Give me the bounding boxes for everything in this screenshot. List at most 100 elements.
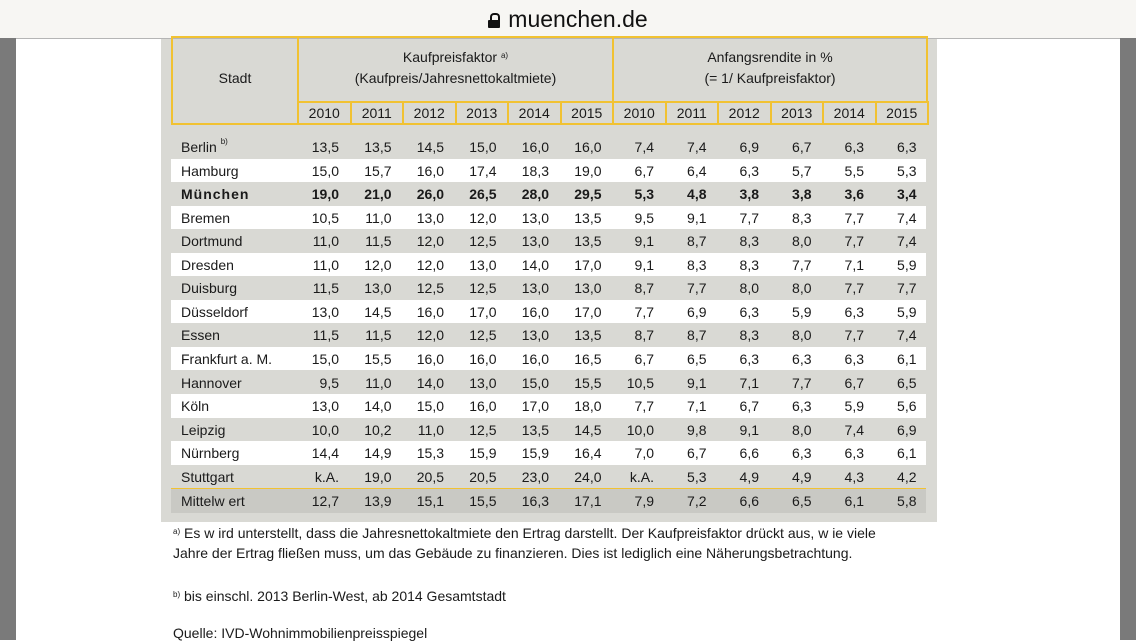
kaufpreisfaktor-value: 19,0: [574, 162, 602, 179]
kaufpreisfaktor-value: 28,0: [521, 186, 549, 203]
kaufpreisfaktor-value: 14,5: [364, 303, 392, 320]
kaufpreisfaktor-value: 15,0: [521, 374, 549, 391]
anfangsrendite-value: 7,7: [844, 233, 864, 250]
kaufpreisfaktor-value: 15,3: [416, 445, 444, 462]
city-label: Essen: [181, 327, 220, 344]
table-row: Nürnberg 14,4 14,9 15,3 15,9 15,9 16,4 7,0 6,7 6,…: [171, 441, 926, 465]
kaufpreisfaktor-value: 15,0: [416, 398, 444, 415]
table-row: Hamburg 15,0 15,7 16,0 17,4 18,3 19,0 6,7 6,4 6,3…: [171, 158, 926, 183]
city-label: Dresden: [181, 256, 234, 273]
anfangsrendite-value: 8,0: [792, 327, 812, 344]
table-row: Düsseldorf 13,0 14,5 16,0 17,0 16,0 17,0 7,7 6,9…: [171, 299, 926, 324]
kaufpreisfaktor-value: 10,2: [364, 421, 392, 438]
anfangsrendite-value: 8,0: [739, 280, 759, 297]
anfangsrendite-value: 7,9: [634, 493, 654, 510]
kaufpreisfaktor-value: 16,4: [574, 445, 602, 462]
city-name: Duisburg: [181, 280, 237, 296]
anfangsrendite-value: 4,8: [687, 186, 707, 203]
kaufpreisfaktor-value: 15,7: [364, 162, 392, 179]
anfangsrendite-value: 5,9: [897, 303, 917, 320]
anfangsrendite-value: 6,3: [739, 303, 759, 320]
anfangsrendite-value: 10,0: [626, 421, 654, 438]
city-label: Dortmund: [181, 233, 243, 250]
kaufpreisfaktor-value: 17,0: [574, 256, 602, 273]
kaufpreisfaktor-value: 14,0: [416, 374, 444, 391]
kaufpreisfaktor-value: 13,0: [469, 374, 497, 391]
kaufpreisfaktor-value: 20,5: [469, 468, 497, 485]
anfangsrendite-value: 4,9: [739, 468, 759, 485]
anfangsrendite-value: 6,7: [844, 374, 864, 391]
city-name: Bremen: [181, 210, 230, 226]
anfangsrendite-value: 7,0: [634, 445, 654, 462]
lock-icon: [488, 13, 501, 28]
group1-title: Kaufpreisfaktor: [402, 49, 498, 65]
anfangsrendite-value: 4,3: [844, 468, 864, 485]
kaufpreisfaktor-value: 11,0: [365, 209, 392, 226]
kaufpreisfaktor-value: 13,0: [521, 209, 549, 226]
kaufpreisfaktor-value: 13,5: [364, 139, 392, 155]
kaufpreisfaktor-value: 13,0: [521, 233, 549, 250]
anfangsrendite-value: 8,7: [687, 327, 707, 344]
kaufpreisfaktor-value: 12,5: [469, 421, 497, 438]
kaufpreisfaktor-value: 13,5: [574, 327, 602, 344]
table-row: Köln 13,0 14,0 15,0 16,0 17,0 18,0 7,7 7,1 6,7 6,3…: [171, 394, 926, 418]
anfangsrendite-value: 6,3: [844, 139, 864, 155]
kaufpreisfaktor-value: 15,5: [469, 493, 497, 510]
kaufpreisfaktor-value: 26,5: [469, 186, 497, 203]
table-row: Dresden 11,0 12,0 12,0 13,0 14,0 17,0 9,1 8,3 8,3…: [171, 252, 926, 277]
footnote-b: b) bis einschl. 2013 Berlin-West, ab 201…: [173, 587, 913, 607]
city-label: Frankfurt a. M.: [181, 350, 273, 367]
anfangsrendite-value: 8,3: [739, 256, 759, 273]
footnote-b-text: bis einschl. 2013 Berlin-West, ab 2014 G…: [184, 588, 506, 604]
kaufpreisfaktor-value: 12,5: [469, 280, 497, 297]
anfangsrendite-value: 7,7: [792, 256, 812, 273]
anfangsrendite-value: 7,7: [844, 280, 864, 297]
kaufpreisfaktor-value: 11,0: [312, 233, 339, 250]
kaufpreisfaktor-value: 20,5: [416, 468, 444, 485]
anfangsrendite-value: 6,3: [792, 398, 812, 415]
anfangsrendite-value: 8,3: [687, 256, 707, 273]
kaufpreisfaktor-value: 16,0: [416, 350, 444, 367]
header-year: 2013: [454, 101, 509, 125]
anfangsrendite-value: 4,2: [897, 468, 917, 485]
anfangsrendite-value: 3,4: [897, 186, 917, 203]
kaufpreisfaktor-value: 11,0: [312, 256, 339, 273]
kaufpreisfaktor-value: 13,9: [364, 493, 392, 510]
anfangsrendite-value: 6,9: [687, 303, 707, 320]
anfangsrendite-value: 6,1: [897, 350, 917, 367]
city-name: Stuttgart: [181, 469, 234, 485]
city-label: München: [181, 186, 250, 203]
anfangsrendite-value: 9,1: [634, 256, 654, 273]
kaufpreisfaktor-value: 13,0: [574, 280, 602, 297]
header-city-label: Stadt: [218, 70, 252, 86]
header-year: 2011: [664, 101, 719, 125]
kaufpreisfaktor-value: 18,0: [574, 398, 602, 415]
anfangsrendite-value: 7,7: [844, 327, 864, 344]
anfangsrendite-value: 7,2: [687, 493, 707, 510]
anfangsrendite-value: 8,0: [792, 280, 812, 297]
kaufpreisfaktor-value: 11,0: [417, 421, 444, 438]
header-group-kaufpreisfaktor: Kaufpreisfaktor a) (Kaufpreis/Jahresnett…: [297, 36, 614, 103]
anfangsrendite-value: 5,9: [844, 398, 864, 415]
anfangsrendite-value: 5,5: [844, 162, 864, 179]
header-year: 2014: [507, 101, 562, 125]
header-year: 2013: [769, 101, 824, 125]
kaufpreisfaktor-value: 12,5: [469, 327, 497, 344]
anfangsrendite-value: 6,7: [687, 445, 707, 462]
url-display[interactable]: muenchen.de: [488, 6, 648, 33]
kaufpreisfaktor-value: 14,0: [521, 256, 549, 273]
kaufpreisfaktor-value: 16,0: [574, 139, 602, 155]
anfangsrendite-value: 7,4: [844, 421, 864, 438]
kaufpreisfaktor-value: 24,0: [574, 468, 602, 485]
anfangsrendite-value: 7,4: [687, 139, 707, 155]
kaufpreisfaktor-value: 15,0: [469, 139, 497, 155]
anfangsrendite-value: 7,1: [687, 398, 707, 415]
kaufpreisfaktor-value: 16,0: [521, 139, 549, 155]
kaufpreisfaktor-value: k.A.: [314, 468, 339, 485]
kaufpreisfaktor-value: 11,5: [312, 327, 339, 344]
anfangsrendite-value: 5,7: [792, 162, 812, 179]
kaufpreisfaktor-value: 15,5: [364, 350, 392, 367]
anfangsrendite-value: 7,7: [687, 280, 707, 297]
browser-address-bar[interactable]: muenchen.de: [0, 0, 1136, 39]
anfangsrendite-value: 7,4: [897, 209, 917, 226]
